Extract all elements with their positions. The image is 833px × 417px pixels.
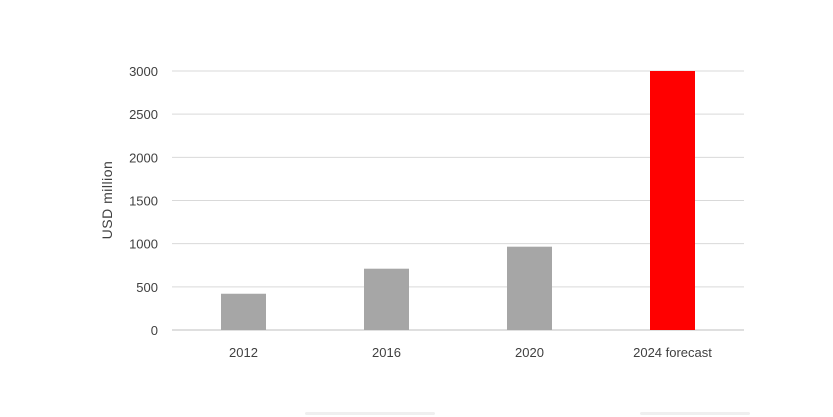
x-tick-label: 2020 xyxy=(515,345,544,360)
y-tick-label: 0 xyxy=(151,323,158,338)
bar-2012 xyxy=(221,293,266,330)
y-tick-label: 2500 xyxy=(129,107,158,122)
bar-2024-forecast xyxy=(650,71,695,330)
x-tick-label: 2016 xyxy=(372,345,401,360)
x-tick-label: 2012 xyxy=(229,345,258,360)
bar-2016 xyxy=(364,268,409,330)
y-tick-label: 1500 xyxy=(129,194,158,209)
y-axis-title: USD million xyxy=(99,161,115,240)
x-tick-label: 2024 forecast xyxy=(633,345,712,360)
bar-2020 xyxy=(507,246,552,330)
gridlines xyxy=(172,70,744,331)
bars xyxy=(221,71,695,330)
x-axis-tick-labels: 2012 2016 2020 2024 forecast xyxy=(229,345,712,360)
decorative-line xyxy=(640,412,750,415)
y-tick-label: 1000 xyxy=(129,237,158,252)
y-tick-label: 3000 xyxy=(129,64,158,79)
y-tick-label: 2000 xyxy=(129,150,158,165)
decorative-line xyxy=(305,412,435,415)
y-tick-label: 500 xyxy=(136,280,158,295)
y-axis-tick-labels: 0 500 1000 1500 2000 2500 3000 xyxy=(129,64,158,338)
